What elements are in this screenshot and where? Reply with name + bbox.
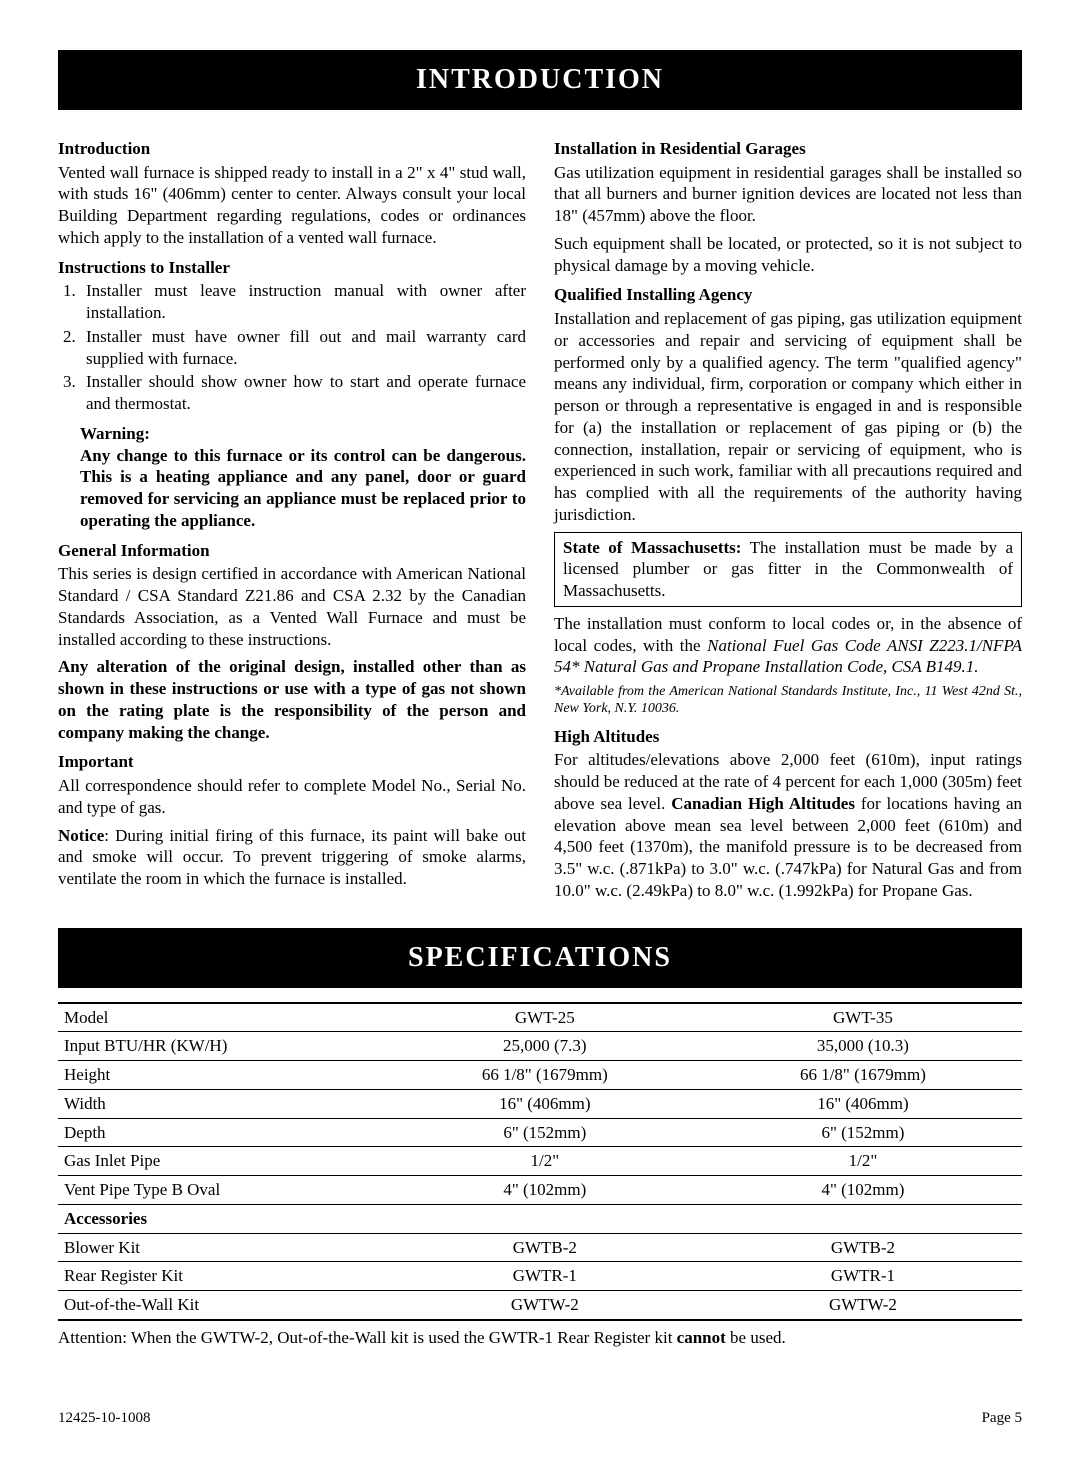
left-column: Introduction Vented wall furnace is ship…	[58, 130, 526, 908]
garage-text-2: Such equipment shall be located, or prot…	[554, 233, 1022, 277]
general-info-text: This series is design certified in accor…	[58, 563, 526, 650]
intro-paragraph: Vented wall furnace is shipped ready to …	[58, 162, 526, 249]
table-cell: 66 1/8" (1679mm)	[704, 1061, 1022, 1090]
table-row: Out-of-the-Wall KitGWTW-2GWTW-2	[58, 1291, 1022, 1320]
notice-text: Notice: During initial firing of this fu…	[58, 825, 526, 890]
installer-list-item: Installer must have owner fill out and m…	[80, 326, 526, 370]
heading-garages: Installation in Residential Garages	[554, 138, 1022, 160]
table-cell: Blower Kit	[58, 1233, 386, 1262]
accessories-header-row: Accessories	[58, 1204, 1022, 1233]
heading-important: Important	[58, 751, 526, 773]
two-column-body: Introduction Vented wall furnace is ship…	[58, 130, 1022, 908]
table-cell: 25,000 (7.3)	[386, 1032, 704, 1061]
table-cell: 4" (102mm)	[386, 1176, 704, 1205]
table-row: Input BTU/HR (KW/H)25,000 (7.3)35,000 (1…	[58, 1032, 1022, 1061]
heading-qualified: Qualified Installing Agency	[554, 284, 1022, 306]
warning-text: Any change to this furnace or its contro…	[80, 445, 526, 532]
altitudes-text: For altitudes/elevations above 2,000 fee…	[554, 749, 1022, 901]
table-row: Width16" (406mm)16" (406mm)	[58, 1089, 1022, 1118]
table-cell: GWT-25	[386, 1003, 704, 1032]
garage-text-1: Gas utilization equipment in residential…	[554, 162, 1022, 227]
table-cell: 35,000 (10.3)	[704, 1032, 1022, 1061]
heading-instructions: Instructions to Installer	[58, 257, 526, 279]
important-text: All correspondence should refer to compl…	[58, 775, 526, 819]
alteration-text: Any alteration of the original design, i…	[58, 656, 526, 743]
installer-list-item: Installer must leave instruction manual …	[80, 280, 526, 324]
table-cell: Rear Register Kit	[58, 1262, 386, 1291]
table-cell: GWTW-2	[704, 1291, 1022, 1320]
table-cell: Out-of-the-Wall Kit	[58, 1291, 386, 1320]
mass-label: State of Massachusetts:	[563, 538, 741, 557]
specifications-table: ModelGWT-25GWT-35Input BTU/HR (KW/H)25,0…	[58, 1002, 1022, 1321]
heading-altitudes: High Altitudes	[554, 726, 1022, 748]
footer-page-number: Page 5	[982, 1409, 1022, 1428]
table-cell: 1/2"	[704, 1147, 1022, 1176]
table-cell: Depth	[58, 1118, 386, 1147]
installer-list: Installer must leave instruction manual …	[80, 280, 526, 415]
installer-list-item: Installer should show owner how to start…	[80, 371, 526, 415]
table-cell: 4" (102mm)	[704, 1176, 1022, 1205]
table-cell: Height	[58, 1061, 386, 1090]
table-cell: GWTR-1	[704, 1262, 1022, 1291]
table-row: Vent Pipe Type B Oval4" (102mm)4" (102mm…	[58, 1176, 1022, 1205]
table-row: Rear Register KitGWTR-1GWTR-1	[58, 1262, 1022, 1291]
table-cell: Model	[58, 1003, 386, 1032]
table-cell: 6" (152mm)	[386, 1118, 704, 1147]
heading-general: General Information	[58, 540, 526, 562]
table-cell: GWTB-2	[386, 1233, 704, 1262]
notice-body: : During initial firing of this furnace,…	[58, 826, 526, 889]
table-cell: 66 1/8" (1679mm)	[386, 1061, 704, 1090]
alt-bold: Canadian High Altitudes	[671, 794, 855, 813]
attention-note: Attention: When the GWTW-2, Out-of-the-W…	[58, 1327, 1022, 1349]
table-row: ModelGWT-25GWT-35	[58, 1003, 1022, 1032]
specifications-banner: SPECIFICATIONS	[58, 928, 1022, 988]
table-row: Depth6" (152mm)6" (152mm)	[58, 1118, 1022, 1147]
massachusetts-box: State of Massachusetts: The installation…	[554, 532, 1022, 607]
table-cell: GWTR-1	[386, 1262, 704, 1291]
table-cell: Width	[58, 1089, 386, 1118]
table-cell: GWTW-2	[386, 1291, 704, 1320]
table-row: Height66 1/8" (1679mm)66 1/8" (1679mm)	[58, 1061, 1022, 1090]
footer-doc-number: 12425-10-1008	[58, 1409, 151, 1428]
table-cell: 1/2"	[386, 1147, 704, 1176]
table-cell: Gas Inlet Pipe	[58, 1147, 386, 1176]
page-footer: 12425-10-1008 Page 5	[58, 1409, 1022, 1428]
table-cell: Input BTU/HR (KW/H)	[58, 1032, 386, 1061]
table-cell: 6" (152mm)	[704, 1118, 1022, 1147]
accessories-header-cell: Accessories	[58, 1204, 1022, 1233]
notice-label: Notice	[58, 826, 104, 845]
table-cell: GWTB-2	[704, 1233, 1022, 1262]
conform-text: The installation must conform to local c…	[554, 613, 1022, 678]
ansi-footnote: *Available from the American National St…	[554, 684, 1022, 718]
attention-bold: cannot	[677, 1328, 726, 1347]
table-cell: 16" (406mm)	[704, 1089, 1022, 1118]
qualified-text: Installation and replacement of gas pipi…	[554, 308, 1022, 526]
introduction-banner: INTRODUCTION	[58, 50, 1022, 110]
table-cell: GWT-35	[704, 1003, 1022, 1032]
table-cell: 16" (406mm)	[386, 1089, 704, 1118]
table-row: Gas Inlet Pipe1/2"1/2"	[58, 1147, 1022, 1176]
table-row: Blower KitGWTB-2GWTB-2	[58, 1233, 1022, 1262]
heading-introduction: Introduction	[58, 138, 526, 160]
right-column: Installation in Residential Garages Gas …	[554, 130, 1022, 908]
table-cell: Vent Pipe Type B Oval	[58, 1176, 386, 1205]
attention-pre: Attention: When the GWTW-2, Out-of-the-W…	[58, 1328, 677, 1347]
heading-warning: Warning:	[80, 423, 526, 445]
attention-post: be used.	[726, 1328, 786, 1347]
